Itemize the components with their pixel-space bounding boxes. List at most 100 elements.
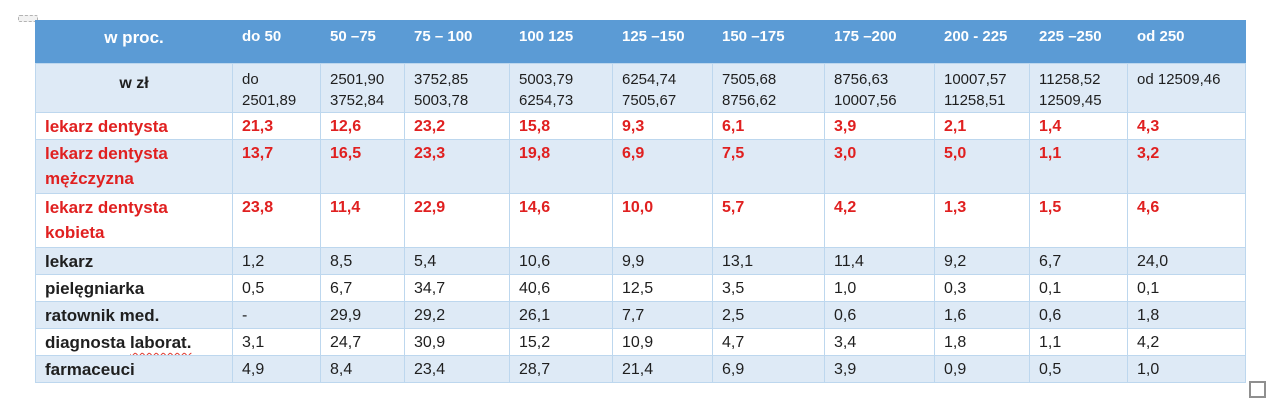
value-cell: 0,1 bbox=[1029, 274, 1128, 302]
range-line: 8756,62 bbox=[722, 92, 777, 109]
header-cell: 75 – 100 bbox=[404, 20, 510, 64]
subheader-range-cell: 10007,57 11258,51 bbox=[934, 63, 1030, 113]
table-row: lekarz dentysta kobieta 23,8 11,4 22,9 14,6 10… bbox=[35, 193, 1246, 248]
value-cell: 1,8 bbox=[934, 328, 1030, 356]
value-cell: 7,5 bbox=[712, 139, 825, 194]
range-line: 7505,67 bbox=[622, 92, 677, 109]
header-row: w proc. do 50 50 –75 75 – 100 100 125 125 –15… bbox=[35, 20, 1246, 64]
header-cell: 175 –200 bbox=[824, 20, 935, 64]
value-cell: 5,7 bbox=[712, 193, 825, 248]
range-line: 6254,74 bbox=[622, 71, 677, 88]
value-cell: 23,4 bbox=[404, 355, 510, 383]
value-cell: 0,5 bbox=[232, 274, 321, 302]
value-cell: 34,7 bbox=[404, 274, 510, 302]
value-cell: 24,0 bbox=[1127, 247, 1246, 275]
table-move-handle-icon[interactable] bbox=[18, 15, 38, 22]
value-cell: 29,9 bbox=[320, 301, 405, 329]
table-row: ratownik med. -29,9 29,2 26,1 7,7 2,5 0,6 1,6 0,… bbox=[35, 301, 1246, 329]
range-line: 3752,84 bbox=[330, 92, 385, 109]
value-cell: 1,6 bbox=[934, 301, 1030, 329]
range-line: 6254,73 bbox=[519, 92, 574, 109]
row-label: lekarz bbox=[35, 247, 233, 275]
value-cell: 3,1 bbox=[232, 328, 321, 356]
header-cell: od 250 bbox=[1127, 20, 1246, 64]
row-label-text: diagnosta bbox=[45, 333, 131, 352]
subheader-range-cell: 11258,52 12509,45 bbox=[1029, 63, 1128, 113]
row-label-line: diagnosta laborat. bbox=[45, 330, 232, 355]
value-cell: 4,3 bbox=[1127, 112, 1246, 140]
value-cell: 1,0 bbox=[824, 274, 935, 302]
value-cell: 3,2 bbox=[1127, 139, 1246, 194]
value-cell: 10,9 bbox=[612, 328, 713, 356]
range-line: 11258,52 bbox=[1039, 71, 1101, 88]
value-cell: 16,5 bbox=[320, 139, 405, 194]
value-cell: 13,1 bbox=[712, 247, 825, 275]
value-cell: 4,2 bbox=[1127, 328, 1246, 356]
value-cell: 12,6 bbox=[320, 112, 405, 140]
subheader-range-cell: 2501,90 3752,84 bbox=[320, 63, 405, 113]
value-cell: 9,9 bbox=[612, 247, 713, 275]
value-cell: 1,5 bbox=[1029, 193, 1128, 248]
value-cell: 23,8 bbox=[232, 193, 321, 248]
table-resize-handle-icon[interactable] bbox=[1249, 381, 1266, 398]
table-row: diagnosta laborat. 3,1 24,7 30,9 15,2 10,9 4,7… bbox=[35, 328, 1246, 356]
table-row: lekarz dentysta 21,3 12,6 23,2 15,8 9,3 6,1 3,9… bbox=[35, 112, 1246, 140]
value-cell: - bbox=[232, 301, 321, 329]
row-label: lekarz dentysta kobieta bbox=[35, 193, 233, 248]
value-cell: 3,9 bbox=[824, 112, 935, 140]
value-cell: 1,1 bbox=[1029, 139, 1128, 194]
value-cell: 1,0 bbox=[1127, 355, 1246, 383]
header-cell-unit: w proc. bbox=[35, 20, 233, 64]
row-label: lekarz dentysta mężczyzna bbox=[35, 139, 233, 194]
value-cell: 30,9 bbox=[404, 328, 510, 356]
row-label-line: farmaceuci bbox=[45, 360, 135, 379]
row-label: farmaceuci bbox=[35, 355, 233, 383]
row-label-line: mężczyzna bbox=[45, 169, 134, 188]
subheader-range-cell: 3752,85 5003,78 bbox=[404, 63, 510, 113]
value-cell: 22,9 bbox=[404, 193, 510, 248]
value-cell: 26,1 bbox=[509, 301, 613, 329]
value-cell: 9,3 bbox=[612, 112, 713, 140]
value-cell: 6,1 bbox=[712, 112, 825, 140]
row-label-line: pielęgniarka bbox=[45, 279, 145, 298]
subheader-row: w zł do 2501,89 2501,90 3752,84 3752,85 5003,7… bbox=[35, 63, 1246, 113]
row-label: pielęgniarka bbox=[35, 274, 233, 302]
value-cell: 21,3 bbox=[232, 112, 321, 140]
value-cell: 4,9 bbox=[232, 355, 321, 383]
value-cell: 8,5 bbox=[320, 247, 405, 275]
value-cell: 10,6 bbox=[509, 247, 613, 275]
table-row: pielęgniarka 0,5 6,7 34,7 40,6 12,5 3,5 1,0 0,3 0… bbox=[35, 274, 1246, 302]
value-cell: 13,7 bbox=[232, 139, 321, 194]
header-cell: 100 125 bbox=[509, 20, 613, 64]
value-cell: 3,4 bbox=[824, 328, 935, 356]
value-cell: 9,2 bbox=[934, 247, 1030, 275]
value-cell: 8,4 bbox=[320, 355, 405, 383]
misspelled-word: laborat. bbox=[130, 333, 192, 352]
range-line: 10007,57 bbox=[944, 71, 1007, 88]
value-cell: 12,5 bbox=[612, 274, 713, 302]
value-cell: 0,6 bbox=[824, 301, 935, 329]
range-line: 5003,79 bbox=[519, 71, 574, 88]
value-cell: 6,7 bbox=[1029, 247, 1128, 275]
value-cell: 24,7 bbox=[320, 328, 405, 356]
value-cell: 1,2 bbox=[232, 247, 321, 275]
subheader-range-cell: 5003,79 6254,73 bbox=[509, 63, 613, 113]
salary-distribution-table: w proc. do 50 50 –75 75 – 100 100 125 125 –15… bbox=[35, 20, 1246, 383]
value-cell: 19,8 bbox=[509, 139, 613, 194]
range-line: 5003,78 bbox=[414, 92, 469, 109]
row-label-line: lekarz dentysta bbox=[45, 198, 168, 217]
value-cell: 5,4 bbox=[404, 247, 510, 275]
value-cell: 11,4 bbox=[824, 247, 935, 275]
table-row: lekarz dentysta mężczyzna 13,7 16,5 23,3 19,8… bbox=[35, 139, 1246, 194]
range-line: do bbox=[242, 71, 259, 88]
range-line: 3752,85 bbox=[414, 71, 469, 88]
range-line: 2501,89 bbox=[242, 92, 297, 109]
value-cell: 15,2 bbox=[509, 328, 613, 356]
subheader-range-cell: 8756,63 10007,56 bbox=[824, 63, 935, 113]
value-cell: 0,3 bbox=[934, 274, 1030, 302]
row-label-line: lekarz dentysta bbox=[45, 117, 168, 136]
value-cell: 4,7 bbox=[712, 328, 825, 356]
value-cell: 15,8 bbox=[509, 112, 613, 140]
value-cell: 4,6 bbox=[1127, 193, 1246, 248]
range-line: 11258,51 bbox=[944, 92, 1006, 109]
